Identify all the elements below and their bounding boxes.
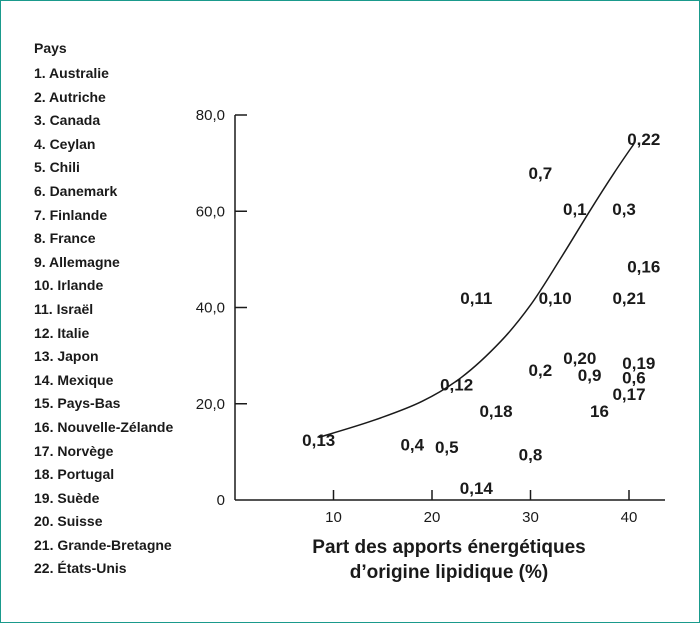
legend-item: 7. Finlande — [34, 206, 108, 223]
legend-item: 22. États-Unis — [34, 560, 127, 577]
data-point-label: 0,19 — [622, 354, 655, 373]
legend-item: 9. Allemagne — [34, 253, 120, 270]
data-point-label: 0,22 — [627, 130, 660, 149]
data-point-label: 0,12 — [440, 376, 473, 395]
x-tick-label: 40 — [621, 509, 638, 526]
data-point-label: 0,3 — [612, 200, 636, 219]
x-axis-title-line-1: Part des apports énergétiques — [312, 537, 585, 558]
axes: 0 20,0 40,0 60,0 80,0 10 20 30 40 — [196, 107, 665, 526]
data-point-label: 0,5 — [435, 438, 459, 457]
data-point-label: 0,21 — [612, 289, 645, 308]
trend-curve — [318, 143, 635, 439]
legend-item: 2. Autriche — [34, 88, 106, 105]
data-point-label: 0,9 — [578, 366, 602, 385]
y-tick-label: 80,0 — [196, 107, 225, 124]
legend-item: 4. Ceylan — [34, 135, 96, 152]
data-point-label: 0,8 — [519, 445, 543, 464]
legend-item: 3. Canada — [34, 112, 101, 129]
trend-curve-layer — [318, 143, 635, 439]
legend-item: 14. Mexique — [34, 371, 114, 388]
data-point-label: 0,10 — [539, 289, 572, 308]
data-point-label: 0,17 — [612, 385, 645, 404]
legend-item: 21. Grande-Bretagne — [34, 536, 172, 553]
data-point-label: 0,13 — [302, 431, 335, 450]
legend-item: 8. France — [34, 230, 96, 247]
data-point-label: 0,20 — [563, 349, 596, 368]
legend-item: 5. Chili — [34, 159, 80, 176]
x-tick-label: 20 — [424, 509, 441, 526]
data-point-label: 0,7 — [529, 164, 553, 183]
legend-item: 11. Israël — [34, 300, 94, 317]
data-point-label: 0,11 — [460, 289, 492, 308]
x-tick-label: 10 — [325, 509, 342, 526]
legend-item: 20. Suisse — [34, 513, 103, 530]
legend-item: 10. Irlande — [34, 277, 104, 294]
y-tick-label: 60,0 — [196, 203, 225, 220]
data-point-label: 0,4 — [400, 436, 424, 455]
legend-item: 6. Danemark — [34, 182, 118, 199]
y-tick-label: 0 — [217, 492, 225, 509]
legend-item: 19. Suède — [34, 489, 100, 506]
legend-item: 13. Japon — [34, 348, 99, 365]
data-point-label: 16 — [590, 402, 609, 421]
points-layer: 0,13 0,4 0,50,140,80,120,180,20,200,90,190… — [302, 130, 660, 498]
x-tick-label: 30 — [522, 509, 539, 526]
legend-item: 18. Portugal — [34, 466, 115, 483]
x-axis-title-line-2: d’origine lipidique (%) — [350, 562, 548, 583]
legend-item: 16. Nouvelle-Zélande — [34, 418, 174, 435]
data-point-label: 0,2 — [529, 361, 553, 380]
data-point-label: 0,6 — [622, 368, 646, 387]
country-legend: Pays 1. Australie 2. Autriche 3. Canada 4. … — [34, 38, 204, 581]
data-point-label: 0,14 — [460, 479, 494, 498]
y-tick-label: 20,0 — [196, 396, 225, 413]
data-point-label: 0,1 — [563, 200, 587, 219]
legend-item: 15. Pays-Bas — [34, 395, 121, 412]
data-point-label: 0,18 — [479, 402, 512, 421]
legend-item: 1. Australie — [34, 65, 109, 81]
data-point-label: 0,16 — [627, 258, 660, 277]
legend-title: Pays — [34, 40, 67, 56]
legend-item: 17. Norvège — [34, 442, 114, 459]
legend-item: 12. Italie — [34, 324, 90, 341]
y-tick-label: 40,0 — [196, 300, 225, 317]
legend-list: 1. Australie 2. Autriche 3. Canada 4. Ceyla… — [34, 62, 204, 581]
